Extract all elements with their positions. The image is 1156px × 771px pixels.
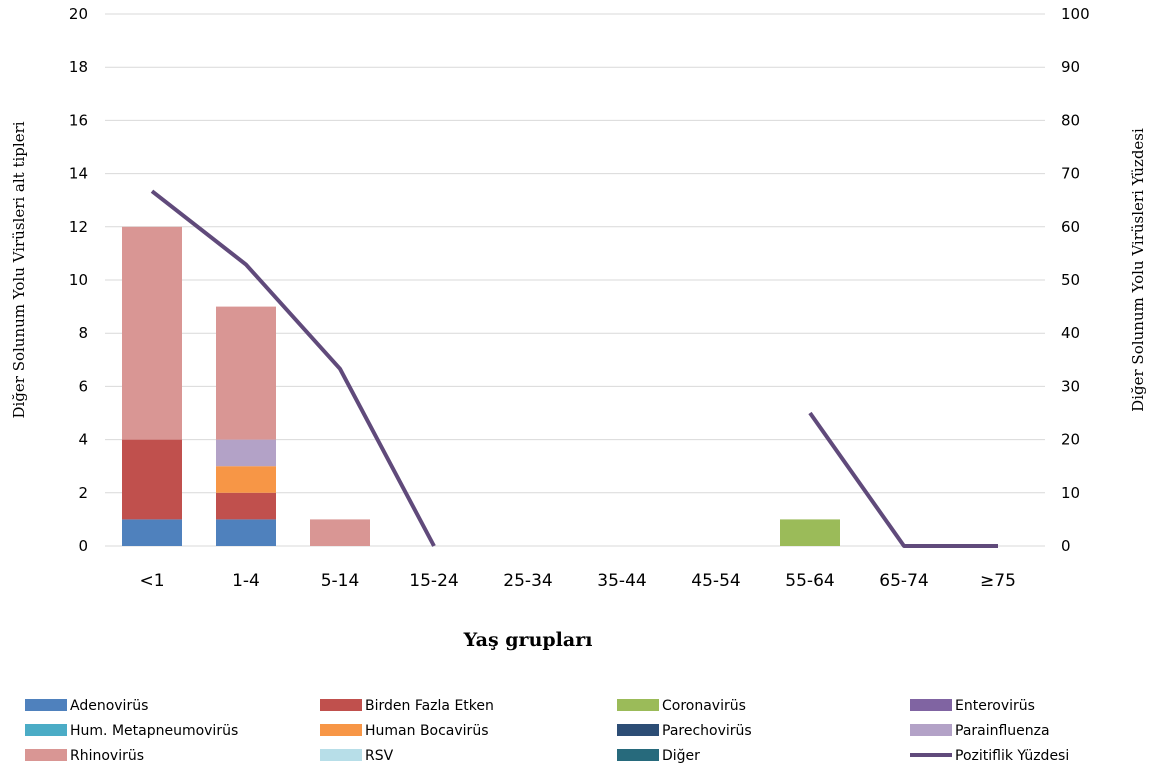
bar-segment <box>122 439 182 520</box>
percentage-line <box>150 189 436 547</box>
x-tick-label: 25-34 <box>503 571 552 591</box>
bar-segment <box>216 519 276 546</box>
legend-label: Coronavirüs <box>662 698 746 714</box>
legend-swatch <box>910 699 952 711</box>
y2-tick-label: 0 <box>1061 537 1071 555</box>
left-axis-ticks: 0 2 4 6 8 10 12 14 16 18 20 <box>69 5 88 555</box>
legend-swatch <box>320 724 362 736</box>
legend-label: Adenovirüs <box>70 698 148 714</box>
legend-label: Rhinovirüs <box>70 748 144 764</box>
legend-label: Human Bocavirüs <box>365 723 488 739</box>
legend-swatch <box>25 699 67 711</box>
x-tick-label: 45-54 <box>691 571 740 591</box>
bar-segment <box>216 492 276 520</box>
y-tick-label: 4 <box>78 431 88 449</box>
bar-segment <box>216 306 276 440</box>
legend-label: Enterovirüs <box>955 698 1035 714</box>
bar-segment <box>310 519 370 546</box>
legend-swatch <box>617 749 659 761</box>
y-tick-label: 14 <box>69 165 88 183</box>
legend-label: Diğer <box>662 748 700 764</box>
x-tick-label: 35-44 <box>597 571 646 591</box>
bar-segment <box>216 439 276 467</box>
bar-segment <box>122 226 182 440</box>
legend-label: Parainfluenza <box>955 723 1050 739</box>
x-tick-label: ≥75 <box>980 571 1016 591</box>
bars <box>122 226 840 546</box>
legend: Adenovirüs Birden Fazla Etken Coronavirüs E… <box>25 698 1069 764</box>
y2-tick-label: 10 <box>1061 484 1080 502</box>
x-axis-ticks: <1 1-4 5-14 15-24 25-34 35-44 45-54 55-64 65-74 ≥… <box>139 571 1015 591</box>
x-tick-label: <1 <box>139 571 164 591</box>
y-tick-label: 10 <box>69 271 88 289</box>
x-tick-label: 65-74 <box>879 571 928 591</box>
x-tick-label: 55-64 <box>785 571 834 591</box>
y2-tick-label: 80 <box>1061 111 1080 129</box>
legend-swatch <box>25 749 67 761</box>
y2-tick-label: 20 <box>1061 431 1080 449</box>
x-tick-label: 5-14 <box>321 571 360 591</box>
y2-tick-label: 50 <box>1061 271 1080 289</box>
y2-tick-label: 70 <box>1061 165 1080 183</box>
y-tick-label: 8 <box>78 324 88 342</box>
y-tick-label: 18 <box>69 58 88 76</box>
legend-label: Pozitiflik Yüzdesi <box>955 748 1069 764</box>
bar-segment <box>122 519 182 546</box>
legend-swatch <box>25 724 67 736</box>
percentage-line <box>808 411 998 548</box>
x-axis-title: Yaş grupları <box>463 629 593 651</box>
legend-swatch <box>320 699 362 711</box>
legend-swatch <box>617 724 659 736</box>
y-tick-label: 16 <box>69 111 88 129</box>
x-tick-label: 15-24 <box>409 571 458 591</box>
legend-label: Birden Fazla Etken <box>365 698 494 714</box>
x-tick-label: 1-4 <box>232 571 260 591</box>
y2-tick-label: 30 <box>1061 377 1080 395</box>
y-tick-label: 12 <box>69 218 88 236</box>
right-axis-ticks: 0 10 20 30 40 50 60 70 80 90 100 <box>1061 5 1090 555</box>
y-axis-title: Diğer Solunum Yolu Virüsleri alt tipleri <box>10 121 28 418</box>
legend-label: Hum. Metapneumovirüs <box>70 723 238 739</box>
y-tick-label: 2 <box>78 484 88 502</box>
y-tick-label: 20 <box>69 5 88 23</box>
y-tick-label: 6 <box>78 377 88 395</box>
y2-tick-label: 90 <box>1061 58 1080 76</box>
y-tick-label: 0 <box>78 537 88 555</box>
bar-segment <box>216 466 276 493</box>
legend-swatch <box>910 724 952 736</box>
legend-label: Parechovirüs <box>662 723 752 739</box>
y2-tick-label: 100 <box>1061 5 1090 23</box>
percentage-line-layer <box>150 189 998 548</box>
y2-tick-label: 40 <box>1061 324 1080 342</box>
legend-label: RSV <box>365 748 394 764</box>
y2-axis-title: Diğer Solunum Yolu Virüsleri Yüzdesi <box>1129 128 1147 412</box>
legend-swatch <box>617 699 659 711</box>
legend-swatch <box>320 749 362 761</box>
bar-segment <box>780 519 840 546</box>
y2-tick-label: 60 <box>1061 218 1080 236</box>
